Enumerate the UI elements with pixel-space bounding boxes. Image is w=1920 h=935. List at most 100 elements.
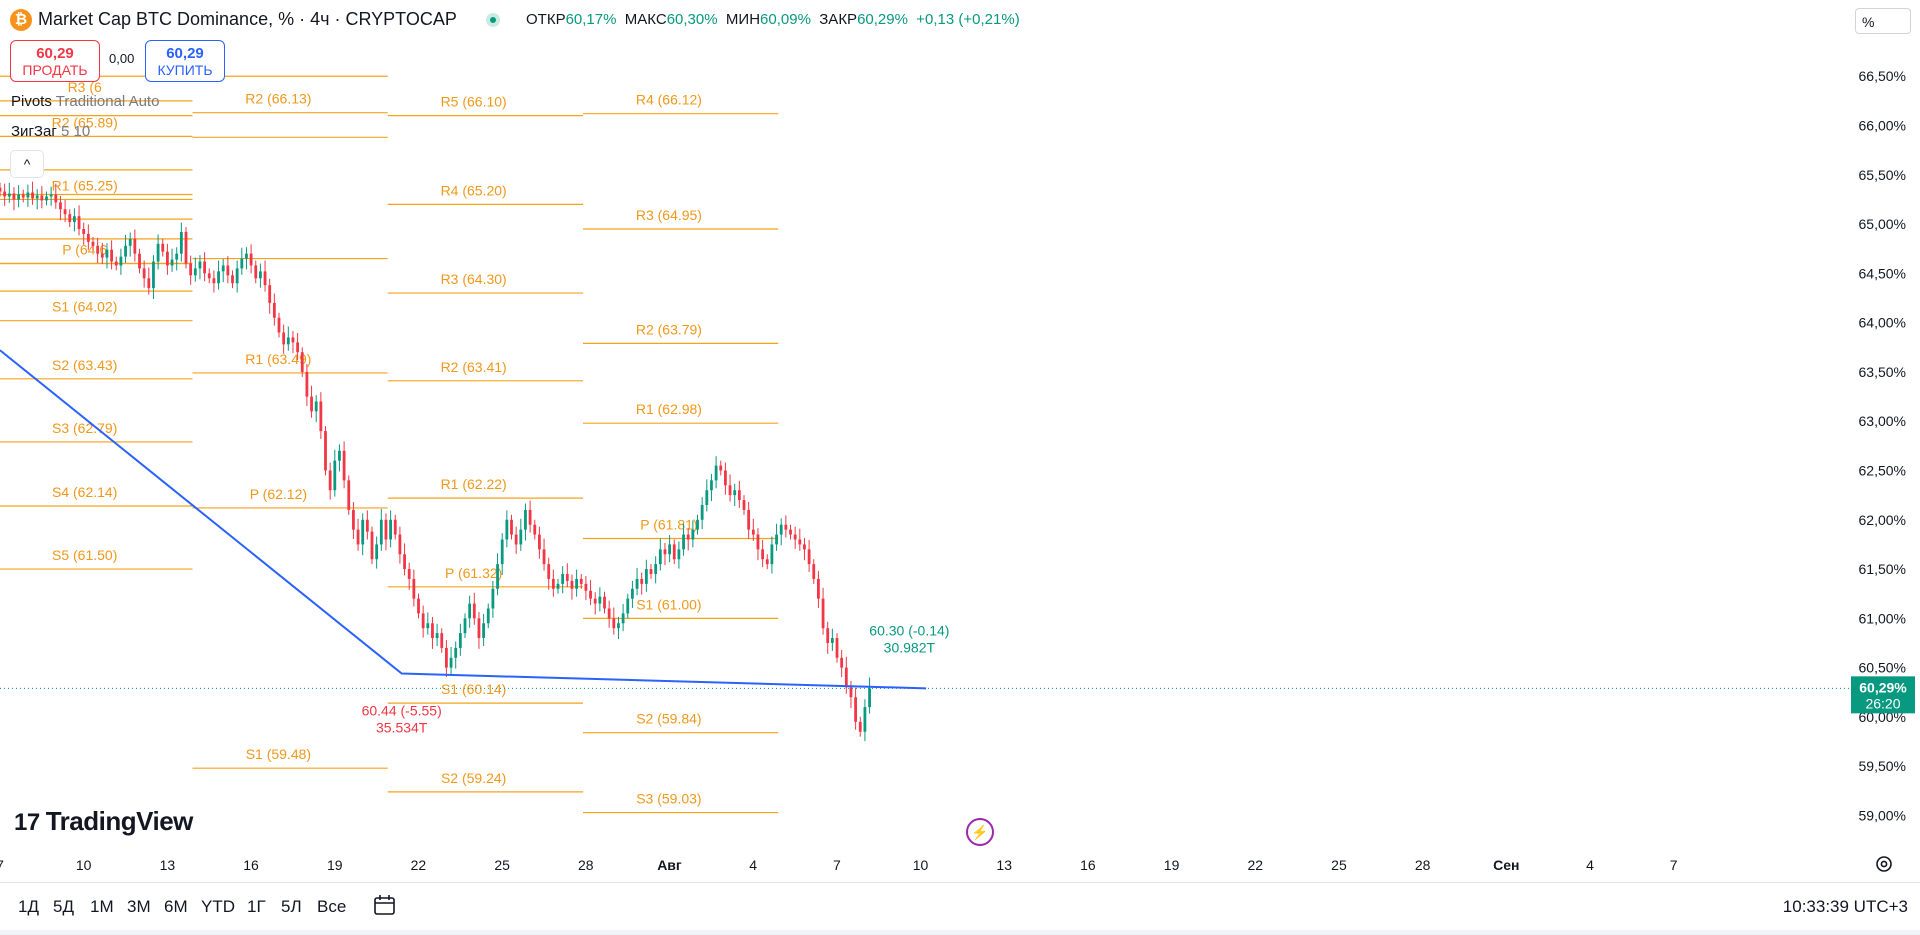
candle-body <box>217 271 220 284</box>
candle-body <box>765 559 769 565</box>
candle-body <box>226 265 230 276</box>
gear-icon[interactable] <box>1874 854 1894 874</box>
candle-body <box>379 519 383 545</box>
candle-body <box>751 529 755 535</box>
candle-body <box>789 529 792 535</box>
last-price-badge <box>1851 676 1915 714</box>
timeframe-ytd[interactable]: YTD <box>201 897 235 916</box>
timeframe-1m[interactable]: 1М <box>90 897 114 916</box>
pivot-level-label: S4 (62.14) <box>52 484 117 500</box>
symbol-title[interactable]: Market Cap BTC Dominance, % · 4ч · CRYPT… <box>38 9 457 29</box>
indicator-zigzag[interactable]: ЗигЗаг 5 10 <box>11 123 90 140</box>
candle-body <box>482 623 486 639</box>
candle-body <box>854 697 858 722</box>
timeframe-1y[interactable]: 1Г <box>247 897 266 916</box>
collapse-legend-button[interactable]: ^ <box>10 150 44 178</box>
candle-body <box>565 574 569 581</box>
zigzag-label-change: 60.30 (-0.14) <box>869 622 949 638</box>
candle-body <box>672 544 676 560</box>
x-tick-label: 7 <box>1670 857 1678 873</box>
candle-body <box>259 271 262 279</box>
pivot-level-label: P (62.12) <box>250 486 307 502</box>
candle-body <box>691 529 695 540</box>
pivot-level-label: R3 (64.95) <box>636 207 702 223</box>
x-tick-label: 13 <box>160 857 176 873</box>
candle-body <box>538 534 541 550</box>
timeframe-5y[interactable]: 5Л <box>281 897 302 916</box>
candle-body <box>272 302 276 318</box>
timeframe-3m[interactable]: 3М <box>127 897 151 916</box>
timeframe-1d[interactable]: 1Д <box>18 897 39 916</box>
candle-body <box>300 352 304 372</box>
candle-body <box>45 196 48 201</box>
candle-body <box>393 519 397 535</box>
pivot-level-label: R2 (66.13) <box>245 91 311 107</box>
candle-body <box>654 564 658 574</box>
candle-body <box>324 431 327 471</box>
pivot-level-label: R4 (66.12) <box>636 92 702 108</box>
candle-body <box>612 618 616 629</box>
candle-body <box>212 278 216 284</box>
zigzag-label-volume: 35.534T <box>376 720 428 736</box>
candle-body <box>389 519 392 540</box>
timeframe-5d[interactable]: 5Д <box>53 897 74 916</box>
candle-body <box>417 598 420 614</box>
indicator-pivots[interactable]: Pivots Traditional Auto <box>11 93 159 110</box>
buy-label: КУПИТЬ <box>157 62 213 78</box>
candle-body <box>207 273 211 279</box>
pivot-level-label: S1 (61.00) <box>636 596 701 612</box>
timeframe-all[interactable]: Все <box>317 897 347 916</box>
x-tick-label: 4 <box>749 857 757 873</box>
candle-body <box>468 603 472 619</box>
y-tick-label: 59,00% <box>1859 808 1906 824</box>
chevron-up-icon: ^ <box>23 156 31 172</box>
candle-body <box>817 578 820 599</box>
candle-body <box>812 564 816 579</box>
zigzag-label-change: 60.44 (-5.55) <box>362 703 442 719</box>
pivot-level-label: P (61.32) <box>445 565 502 581</box>
candle-body <box>333 460 337 491</box>
candle-body <box>696 519 699 530</box>
x-tick-label: 19 <box>327 857 343 873</box>
pivot-level-label: R3 (6 <box>68 79 102 95</box>
ohlc-low-value: 60,09% <box>760 11 811 28</box>
candle-body <box>807 549 811 565</box>
candle-body <box>35 195 39 199</box>
buy-button[interactable]: 60,29 КУПИТЬ <box>145 40 225 82</box>
candle-body <box>496 564 499 589</box>
candle-body <box>198 261 202 269</box>
ohlc-close-value: 60,29% <box>857 11 908 28</box>
pivot-level-label: R3 (64.30) <box>441 271 507 287</box>
y-tick-label: 66,50% <box>1859 68 1906 84</box>
lightning-icon[interactable]: ⚡ <box>966 818 994 846</box>
candle-body <box>175 253 179 260</box>
pivot-level-label: S1 (64.02) <box>52 299 117 315</box>
candle-body <box>170 259 174 266</box>
x-tick-label: 22 <box>411 857 427 873</box>
candle-body <box>519 529 523 545</box>
clock[interactable]: 10:33:39 UTC+3 <box>1782 897 1908 916</box>
ohlc-close-label: ЗАКР <box>819 11 858 28</box>
candle-body <box>421 613 425 629</box>
calendar-range-icon[interactable] <box>373 894 397 916</box>
tradingview-logo[interactable]: 17 TradingView <box>14 806 193 837</box>
candle-body <box>184 231 188 264</box>
candle-body <box>737 490 741 501</box>
candle-body <box>644 569 648 584</box>
scale-mode-button[interactable]: % <box>1855 8 1911 34</box>
ohlc-high-label: МАКС <box>624 11 667 28</box>
x-tick-label: 19 <box>1164 857 1180 873</box>
candle-body <box>375 544 379 560</box>
price-chart[interactable]: R3 (6 R2 (65.89) R1 (65.25) P (64.6 S1 (64.0… <box>0 0 1920 880</box>
y-tick-label: 65,50% <box>1859 167 1906 183</box>
candle-body <box>724 470 727 486</box>
sell-label: ПРОДАТЬ <box>22 62 88 78</box>
pivot-level-label: R2 (63.41) <box>441 359 507 375</box>
candle-body <box>621 613 625 624</box>
sell-button[interactable]: 60,29 ПРОДАТЬ <box>10 40 100 82</box>
candle-body <box>40 195 44 201</box>
candle-body <box>598 596 602 604</box>
timeframe-6m[interactable]: 6М <box>164 897 188 916</box>
candle-body <box>152 261 155 289</box>
candle-body <box>700 505 704 520</box>
